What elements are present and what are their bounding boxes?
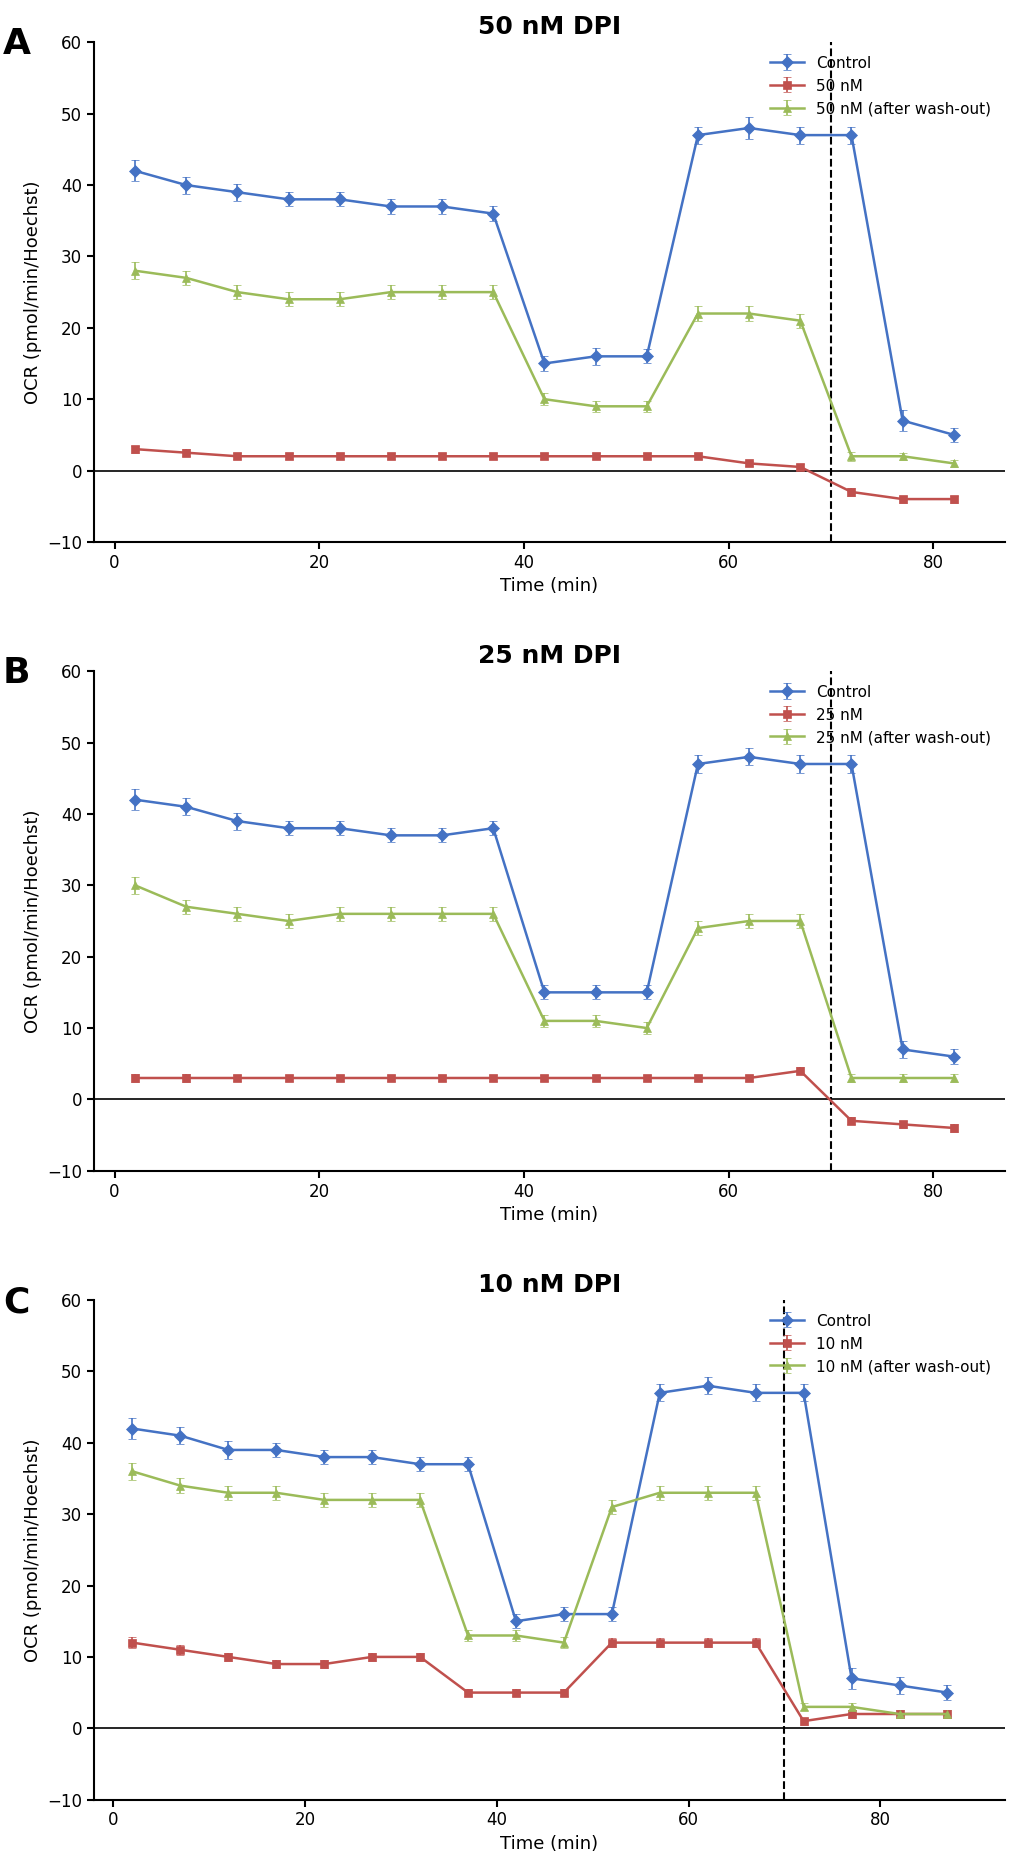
Title: 25 nM DPI: 25 nM DPI bbox=[478, 644, 621, 669]
X-axis label: Time (min): Time (min) bbox=[500, 1207, 598, 1224]
X-axis label: Time (min): Time (min) bbox=[500, 1834, 598, 1853]
Text: A: A bbox=[3, 28, 31, 62]
Legend: Control, 25 nM, 25 nM (after wash-out): Control, 25 nM, 25 nM (after wash-out) bbox=[763, 678, 997, 751]
Y-axis label: OCR (pmol/min/Hoechst): OCR (pmol/min/Hoechst) bbox=[23, 1438, 42, 1663]
Text: B: B bbox=[3, 656, 31, 689]
Y-axis label: OCR (pmol/min/Hoechst): OCR (pmol/min/Hoechst) bbox=[23, 181, 42, 403]
X-axis label: Time (min): Time (min) bbox=[500, 577, 598, 596]
Legend: Control, 50 nM, 50 nM (after wash-out): Control, 50 nM, 50 nM (after wash-out) bbox=[763, 50, 997, 123]
Title: 10 nM DPI: 10 nM DPI bbox=[478, 1272, 621, 1296]
Y-axis label: OCR (pmol/min/Hoechst): OCR (pmol/min/Hoechst) bbox=[23, 809, 42, 1033]
Legend: Control, 10 nM, 10 nM (after wash-out): Control, 10 nM, 10 nM (after wash-out) bbox=[763, 1308, 997, 1380]
Text: C: C bbox=[3, 1285, 30, 1319]
Title: 50 nM DPI: 50 nM DPI bbox=[478, 15, 621, 39]
